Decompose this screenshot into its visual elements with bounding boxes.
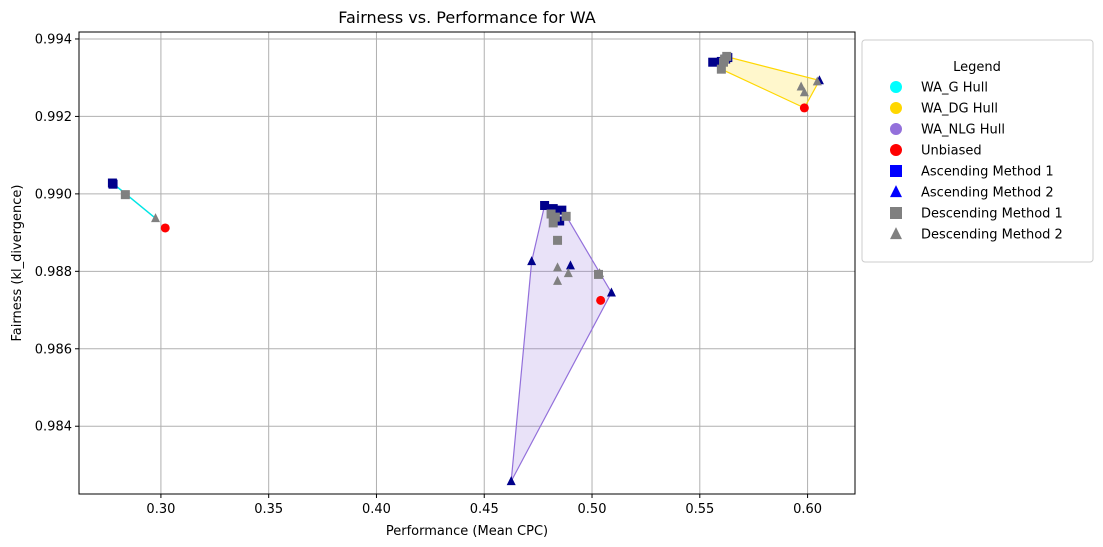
plot-frame bbox=[78, 31, 856, 495]
descending-method-2-point bbox=[796, 81, 806, 91]
legend-entry-descending-method-1: Descending Method 1 bbox=[890, 207, 1063, 222]
descending-method-1-point bbox=[550, 212, 560, 222]
y-tick-label: 0.992 bbox=[35, 110, 72, 125]
x-tick-label: 0.45 bbox=[470, 502, 499, 517]
legend-entry-wa-nlg-hull: WA_NLG Hull bbox=[890, 123, 1005, 138]
legend-marker-descending-method-1 bbox=[890, 207, 902, 219]
descending-method-1-point bbox=[561, 211, 571, 221]
ascending-method-1-point bbox=[108, 179, 118, 189]
ascending-method-2-point bbox=[506, 476, 516, 486]
unbiased-point bbox=[596, 295, 606, 305]
descending-method-1-point bbox=[720, 54, 730, 64]
descending-method-2-point bbox=[553, 262, 563, 272]
legend-marker-unbiased bbox=[890, 144, 902, 156]
legend-entry-ascending-method-1: Ascending Method 1 bbox=[890, 165, 1054, 180]
legend-box bbox=[861, 39, 1094, 263]
legend-marker-descending-method-2 bbox=[890, 227, 902, 240]
legend-entry-wa-dg-hull: WA_DG Hull bbox=[890, 102, 998, 117]
legend-title: Legend bbox=[953, 60, 1001, 75]
legend-entries: WA_G Hull WA_DG Hull WA_NLG Hull Unbiased As… bbox=[890, 81, 1063, 243]
ascending-method-2-point bbox=[606, 287, 616, 297]
descending-method-1-point bbox=[120, 190, 130, 200]
legend-label: Descending Method 1 bbox=[921, 207, 1063, 222]
descending-method-2-point bbox=[799, 87, 809, 97]
legend-marker-wa-nlg-hull bbox=[890, 123, 902, 135]
legend-label: WA_NLG Hull bbox=[921, 123, 1005, 138]
chart-title: Fairness vs. Performance for WA bbox=[338, 8, 596, 27]
descending-method-2-point bbox=[563, 268, 573, 278]
legend-label: Descending Method 2 bbox=[921, 228, 1063, 243]
legend-marker-ascending-method-2 bbox=[890, 185, 902, 198]
unbiased-point bbox=[799, 103, 809, 113]
x-tick-label: 0.30 bbox=[146, 502, 175, 517]
ascending-method-1-point bbox=[548, 204, 558, 214]
unbiased-point bbox=[160, 223, 170, 233]
ascending-method-1-point bbox=[708, 57, 718, 67]
y-tick-label: 0.990 bbox=[35, 187, 72, 202]
legend-entry-unbiased: Unbiased bbox=[890, 144, 982, 159]
legend-label: Ascending Method 2 bbox=[921, 186, 1054, 201]
legend-marker-wa-dg-hull bbox=[890, 102, 902, 114]
wa-g-hull-line bbox=[111, 182, 156, 219]
descending-method-1-point bbox=[716, 64, 726, 74]
x-tick-label: 0.35 bbox=[254, 502, 283, 517]
x-axis-ticks: 0.30 0.35 0.40 0.45 0.50 0.55 0.60 bbox=[146, 494, 822, 517]
legend-label: WA_DG Hull bbox=[921, 102, 998, 117]
y-tick-label: 0.994 bbox=[35, 32, 72, 47]
legend-label: Unbiased bbox=[921, 144, 982, 159]
y-axis-ticks: 0.984 0.986 0.988 0.990 0.992 0.994 bbox=[35, 32, 79, 435]
point-layer bbox=[107, 51, 824, 486]
ascending-method-1-point bbox=[557, 205, 567, 215]
legend-label: WA_G Hull bbox=[921, 81, 988, 96]
descending-method-2-point bbox=[553, 275, 563, 285]
legend-entry-wa-g-hull: WA_G Hull bbox=[890, 81, 988, 96]
grid-layer bbox=[79, 32, 855, 494]
y-tick-label: 0.984 bbox=[35, 420, 72, 435]
legend-marker-wa-g-hull bbox=[890, 81, 902, 93]
descending-method-2-point bbox=[151, 213, 161, 223]
y-tick-label: 0.986 bbox=[35, 342, 72, 357]
ascending-method-1-point bbox=[540, 200, 550, 210]
x-tick-label: 0.55 bbox=[685, 502, 714, 517]
descending-method-2-point bbox=[812, 76, 822, 86]
x-tick-label: 0.50 bbox=[578, 502, 607, 517]
x-axis-label: Performance (Mean CPC) bbox=[386, 524, 548, 539]
legend: Legend WA_G Hull WA_DG Hull WA_NLG Hull Unb… bbox=[861, 39, 1094, 263]
legend-label: Ascending Method 1 bbox=[921, 165, 1054, 180]
ascending-method-2-point bbox=[527, 256, 537, 266]
legend-entry-descending-method-2: Descending Method 2 bbox=[890, 227, 1063, 243]
descending-method-2-point bbox=[595, 268, 605, 278]
ascending-method-2-point bbox=[565, 260, 575, 270]
legend-marker-ascending-method-1 bbox=[890, 165, 902, 177]
y-tick-label: 0.988 bbox=[35, 265, 72, 280]
x-tick-label: 0.40 bbox=[362, 502, 391, 517]
legend-entry-ascending-method-2: Ascending Method 2 bbox=[890, 185, 1054, 201]
y-axis-label: Fairness (kl_divergence) bbox=[10, 185, 25, 342]
x-tick-label: 0.60 bbox=[793, 502, 822, 517]
descending-method-1-point bbox=[548, 218, 558, 228]
descending-method-1-point bbox=[553, 235, 563, 245]
